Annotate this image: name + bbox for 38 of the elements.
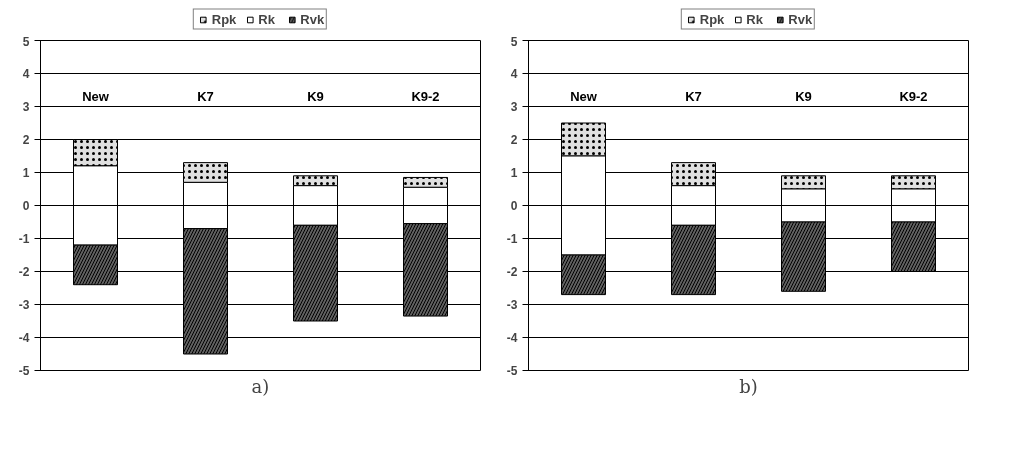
legend-label: Rk [258,11,276,27]
y-tick-label: -5 [506,364,518,378]
y-tick-label: -4 [18,331,30,345]
x-tick-label: K9 [307,88,324,104]
y-tick-label: 3 [22,100,30,114]
y-tick-label: 3 [510,100,518,114]
y-tick-label: 2 [510,133,518,147]
x-tick-label: K9 [795,88,812,104]
y-tick-label: -1 [18,232,30,246]
y-tick-label: 4 [510,67,518,81]
legend-label: Rvk [788,11,813,27]
x-tick-label: K7 [685,88,702,104]
y-tick-label: 0 [22,199,30,213]
x-tick-label: New [82,88,110,104]
y-tick-label: -1 [506,232,518,246]
y-tick-label: 5 [510,34,518,49]
y-tick-label: 1 [510,166,518,180]
legend-label: Rpk [699,11,725,27]
y-tick-label: 4 [22,67,30,81]
x-tick-label: K9-2 [411,88,440,104]
y-tick-label: 2 [22,133,30,147]
y-tick-label: -3 [506,298,518,312]
text: a) [251,375,270,397]
legend-label: Rpk [211,11,237,27]
x-tick-label: K7 [197,88,214,104]
y-tick-label: 1 [22,166,30,180]
x-tick-label: K9-2 [899,88,928,104]
y-tick-label: -4 [506,331,518,345]
legend-label: Rk [746,11,764,27]
y-tick-label: -3 [18,298,30,312]
y-tick-label: -2 [506,265,518,279]
y-tick-label: 0 [510,199,518,213]
y-tick-label: -5 [18,364,30,378]
y-tick-label: -2 [18,265,30,279]
text: b) [739,375,758,397]
legend-label: Rvk [300,11,325,27]
x-tick-label: New [570,88,598,104]
y-tick-label: 5 [22,34,30,49]
